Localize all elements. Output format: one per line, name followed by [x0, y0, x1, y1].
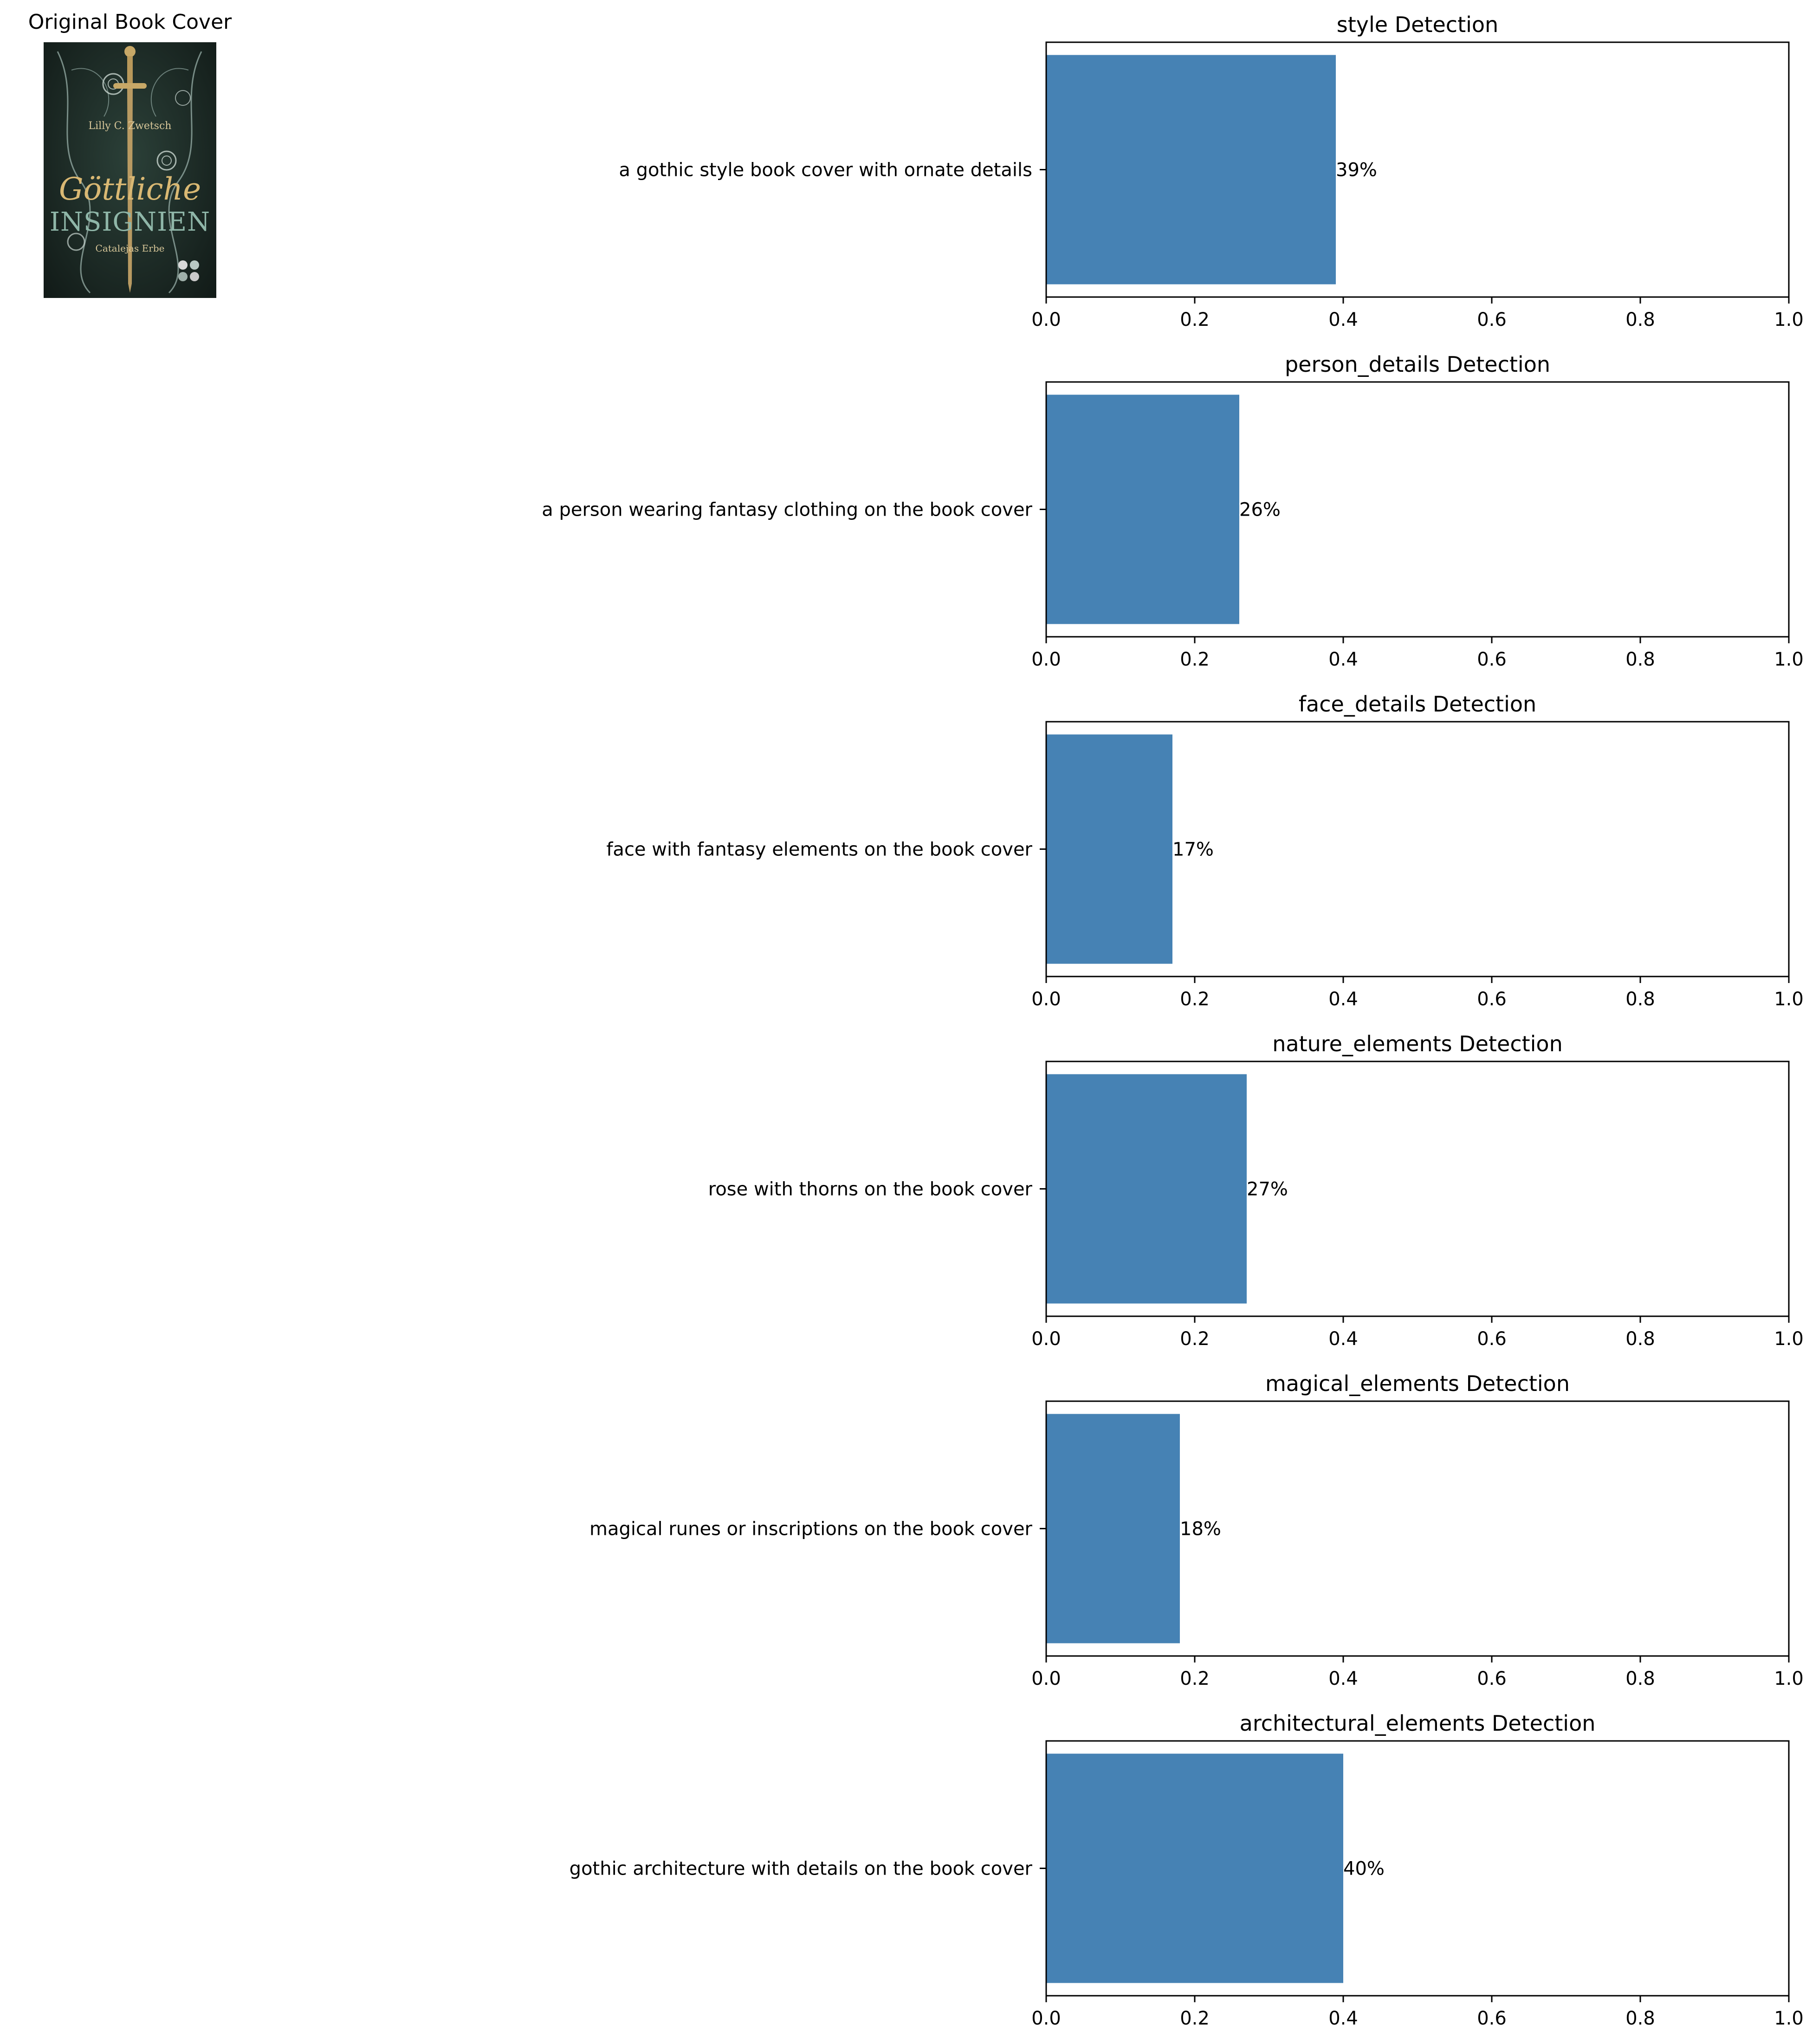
x-tick-label: 1.0: [1774, 989, 1804, 1010]
x-tick-label: 0.2: [1180, 649, 1210, 670]
x-tick-label: 1.0: [1774, 309, 1804, 330]
x-tick-label: 0.2: [1180, 309, 1210, 330]
bar: [1046, 55, 1336, 285]
x-tick-label: 0.0: [1031, 1328, 1061, 1350]
bar-value-label: 27%: [1247, 1179, 1288, 1200]
x-tick-label: 0.0: [1031, 2008, 1061, 2029]
axes-frame: [1045, 381, 1790, 638]
x-tick-label: 0.0: [1031, 1668, 1061, 1689]
x-tick-label: 0.0: [1031, 309, 1061, 330]
bar: [1046, 1074, 1247, 1304]
x-tick-label: 0.8: [1625, 989, 1655, 1010]
x-tick-label: 0.4: [1328, 1328, 1358, 1350]
x-tick-label: 0.6: [1477, 1328, 1507, 1350]
x-tick-label: 0.4: [1328, 649, 1358, 670]
chart-title: magical_elements Detection: [1265, 1371, 1570, 1396]
bar: [1046, 395, 1239, 624]
x-tick-label: 0.6: [1477, 649, 1507, 670]
x-tick-label: 0.0: [1031, 989, 1061, 1010]
y-tick-label: face with fantasy elements on the book c…: [606, 839, 1032, 860]
x-tick-label: 0.6: [1477, 309, 1507, 330]
bar-value-label: 26%: [1239, 499, 1281, 521]
chart-title: style Detection: [1337, 12, 1498, 37]
cover-subtitle: Catalejas Erbe: [95, 243, 165, 254]
x-tick-label: 0.6: [1477, 1668, 1507, 1689]
x-tick-label: 0.8: [1625, 2008, 1655, 2029]
bar: [1046, 1753, 1343, 1983]
axes-frame: [1045, 1400, 1790, 1657]
x-tick-label: 0.2: [1180, 2008, 1210, 2029]
chart-title: face_details Detection: [1299, 692, 1536, 717]
cover-ornament-graphic: [57, 46, 202, 294]
chart-title: nature_elements Detection: [1272, 1031, 1562, 1056]
x-tick-label: 0.8: [1625, 309, 1655, 330]
bar: [1046, 1414, 1180, 1643]
chart-title: person_details Detection: [1285, 352, 1550, 377]
cover-author: Lilly C. Zwetsch: [88, 120, 172, 132]
x-tick-label: 0.8: [1625, 649, 1655, 670]
x-tick-label: 0.4: [1328, 309, 1358, 330]
bar: [1046, 734, 1172, 964]
axes-frame: [1045, 721, 1790, 977]
chart-title: architectural_elements Detection: [1240, 1711, 1596, 1736]
x-tick-label: 0.2: [1180, 1668, 1210, 1689]
axes-frame: [1045, 41, 1790, 298]
bar-value-label: 17%: [1172, 839, 1214, 860]
axes-frame: [1045, 1740, 1790, 1997]
x-tick-label: 1.0: [1774, 2008, 1804, 2029]
y-tick-label: a gothic style book cover with ornate de…: [619, 160, 1032, 181]
book-cover-image: Lilly C. Zwetsch Göttliche INSIGNIEN Cat…: [44, 42, 216, 298]
bar-value-label: 40%: [1343, 1858, 1385, 1880]
bar-value-label: 18%: [1180, 1519, 1221, 1540]
x-tick-label: 0.6: [1477, 2008, 1507, 2029]
y-tick-label: magical runes or inscriptions on the boo…: [589, 1519, 1033, 1540]
x-tick-label: 1.0: [1774, 649, 1804, 670]
y-tick-label: rose with thorns on the book cover: [708, 1179, 1033, 1200]
axes-frame: [1045, 1061, 1790, 1317]
x-tick-label: 0.0: [1031, 649, 1061, 670]
cover-panel-title: Original Book Cover: [28, 10, 232, 34]
x-tick-label: 0.4: [1328, 2008, 1358, 2029]
x-tick-label: 1.0: [1774, 1328, 1804, 1350]
x-tick-label: 0.2: [1180, 1328, 1210, 1350]
cover-title-line1: Göttliche: [58, 171, 201, 207]
x-tick-label: 1.0: [1774, 1668, 1804, 1689]
x-tick-label: 0.4: [1328, 989, 1358, 1010]
cover-title-line2: INSIGNIEN: [49, 207, 211, 237]
x-tick-label: 0.6: [1477, 989, 1507, 1010]
x-tick-label: 0.8: [1625, 1328, 1655, 1350]
x-tick-label: 0.4: [1328, 1668, 1358, 1689]
y-tick-label: gothic architecture with details on the …: [570, 1858, 1033, 1880]
bar-value-label: 39%: [1336, 160, 1377, 181]
y-tick-label: a person wearing fantasy clothing on the…: [542, 499, 1032, 521]
x-tick-label: 0.2: [1180, 989, 1210, 1010]
x-tick-label: 0.8: [1625, 1668, 1655, 1689]
